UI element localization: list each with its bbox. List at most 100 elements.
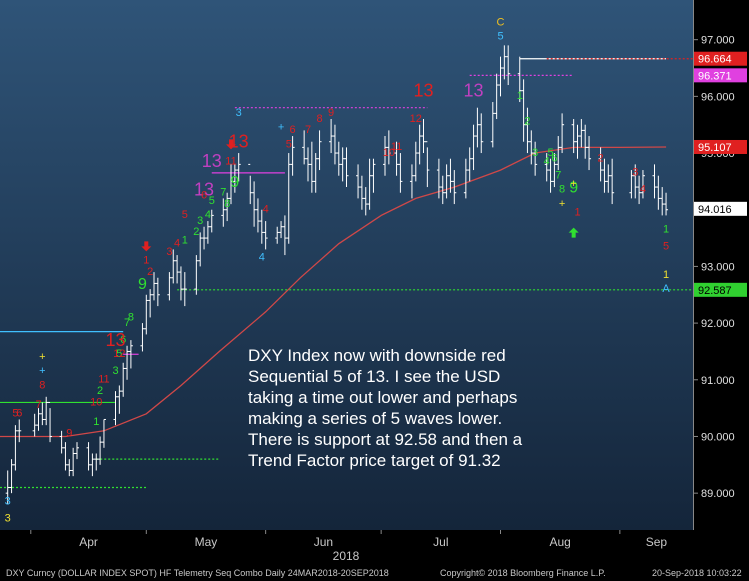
price-bar bbox=[467, 147, 472, 182]
sequential-count-label: 1 bbox=[517, 90, 523, 102]
price-bar bbox=[571, 119, 576, 154]
price-bar bbox=[367, 158, 372, 210]
price-bar bbox=[475, 107, 480, 148]
sequential-count-label: 5 bbox=[286, 138, 292, 150]
sequential-count-label: 4 bbox=[640, 184, 646, 196]
level-lines bbox=[0, 58, 693, 489]
sequential-count-label: 3 bbox=[197, 215, 203, 227]
price-bar bbox=[552, 153, 557, 188]
sequential-count-label: 8 bbox=[559, 184, 565, 196]
sequential-count-label: 7 bbox=[124, 317, 130, 329]
chart-footer: DXY Curncy (DOLLAR INDEX SPOT) HF Teleme… bbox=[0, 565, 749, 581]
price-label: 95.107 bbox=[694, 139, 747, 154]
sequential-count-label: 1 bbox=[663, 223, 669, 235]
price-bar bbox=[67, 459, 72, 477]
sequential-count-label: + bbox=[39, 351, 45, 363]
price-label-text: 96.664 bbox=[698, 54, 732, 66]
price-label-text: 96.371 bbox=[698, 70, 732, 82]
price-bar bbox=[506, 45, 511, 86]
price-bar bbox=[444, 164, 449, 199]
price-bar bbox=[140, 323, 145, 352]
sequential-count-label: 2 bbox=[97, 385, 103, 397]
price-bar bbox=[306, 147, 310, 182]
price-bar bbox=[463, 158, 468, 199]
price-bar bbox=[309, 141, 314, 193]
sequential-count-label: A bbox=[662, 283, 670, 295]
x-tick-label: May bbox=[195, 535, 218, 549]
sequential-count-label: 9 bbox=[66, 427, 72, 439]
price-bar bbox=[9, 459, 14, 494]
price-bar bbox=[394, 141, 399, 176]
price-bar bbox=[152, 272, 156, 301]
sequential-count-label: 9 bbox=[569, 180, 578, 197]
commentary-text: DXY Index now with downside red Sequenti… bbox=[248, 346, 523, 470]
price-bar bbox=[182, 272, 187, 307]
sequential-count-label: 2 bbox=[147, 266, 153, 278]
price-bar bbox=[94, 453, 99, 471]
price-bar bbox=[556, 136, 561, 171]
price-bar bbox=[383, 136, 387, 176]
sequential-count-label: 8 bbox=[39, 379, 45, 391]
price-bar bbox=[202, 226, 207, 250]
price-bar bbox=[471, 124, 476, 171]
price-bar bbox=[175, 255, 180, 284]
sequential-count-label: 9 bbox=[328, 107, 334, 119]
price-bars bbox=[5, 45, 669, 505]
sequential-count-label: 3 bbox=[166, 246, 172, 258]
price-bar bbox=[48, 401, 53, 443]
price-bar bbox=[128, 340, 133, 369]
price-bar bbox=[660, 187, 665, 216]
price-label-box bbox=[694, 51, 747, 66]
sequential-count-label: 6 bbox=[290, 124, 296, 136]
price-bar bbox=[194, 255, 199, 295]
sequential-count-label: 4 bbox=[263, 204, 269, 216]
sequential-count-label: 2 bbox=[524, 116, 530, 128]
sequential-count-label: 5 bbox=[116, 348, 122, 360]
sequential-count-label: 9 bbox=[230, 174, 239, 191]
price-bar bbox=[248, 163, 253, 205]
sequential-count-label: + bbox=[559, 198, 565, 210]
price-label-box bbox=[694, 282, 747, 297]
x-tick-label: Sep bbox=[646, 535, 668, 549]
sequential-count-label: 12 bbox=[410, 113, 422, 125]
price-bar bbox=[332, 124, 337, 165]
price-bar bbox=[598, 147, 603, 182]
price-bar bbox=[101, 418, 106, 448]
price-bar bbox=[252, 181, 257, 227]
price-bar bbox=[421, 119, 426, 154]
price-bar bbox=[121, 362, 126, 397]
price-bar bbox=[44, 396, 49, 426]
price-bar bbox=[521, 79, 526, 142]
sequential-count-label: 5 bbox=[497, 31, 503, 43]
price-bar bbox=[517, 56, 522, 103]
sequential-count-label: 1 bbox=[663, 269, 669, 281]
price-bar bbox=[98, 436, 103, 465]
sequential-count-label: 7 bbox=[220, 187, 226, 199]
price-label-text: 95.107 bbox=[698, 142, 732, 154]
sequential-count-label: 1 bbox=[93, 416, 99, 428]
x-tick-label: Jul bbox=[433, 535, 448, 549]
price-bar bbox=[652, 164, 657, 199]
sequential-count-label: 3 bbox=[632, 167, 638, 179]
y-tick-label: 92.000 bbox=[701, 318, 735, 330]
price-bar bbox=[340, 147, 345, 182]
price-bar bbox=[363, 187, 368, 216]
sequential-count-label: 1 bbox=[143, 255, 149, 267]
sequential-count-label: 3 bbox=[532, 147, 538, 159]
y-tick-label: 91.000 bbox=[701, 375, 735, 387]
price-labels: 96.664 96.371 95.107 94.016 92.587 bbox=[694, 51, 747, 297]
price-bar bbox=[148, 289, 153, 318]
price-bar bbox=[279, 221, 284, 239]
y-tick-label: 96.000 bbox=[701, 91, 735, 103]
price-bar bbox=[113, 391, 118, 426]
price-bar bbox=[398, 153, 403, 193]
sequential-count-label: 6 bbox=[201, 189, 207, 201]
price-bar bbox=[290, 136, 295, 176]
footer-security-info: DXY Curncy (DOLLAR INDEX SPOT) HF Teleme… bbox=[6, 568, 389, 578]
sequential-count-label: 13 bbox=[413, 80, 433, 100]
price-label: 94.016 bbox=[694, 201, 747, 216]
price-bar bbox=[533, 141, 538, 176]
price-bar bbox=[117, 385, 122, 414]
price-bar bbox=[629, 170, 634, 199]
price-label: 92.587 bbox=[694, 282, 747, 297]
